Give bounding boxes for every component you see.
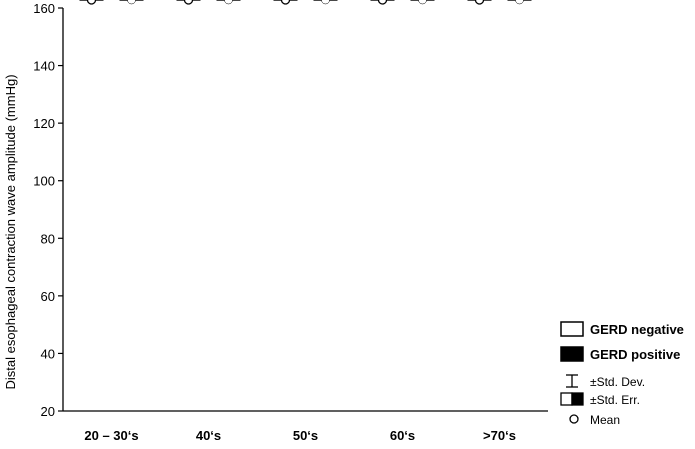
y-tick-label: 20 bbox=[41, 404, 55, 419]
legend-label-std-dev: ±Std. Dev. bbox=[590, 375, 645, 389]
category-label: 40‘s bbox=[196, 428, 221, 443]
box-gerd-positive bbox=[216, 0, 241, 5]
category-label: 50‘s bbox=[293, 428, 318, 443]
y-tick-label: 40 bbox=[41, 346, 55, 361]
box-gerd-positive bbox=[507, 0, 532, 5]
mean-marker bbox=[86, 0, 97, 5]
legend-swatch-std-dev bbox=[566, 374, 578, 388]
y-tick-label: 100 bbox=[33, 174, 55, 189]
legend-swatch-std-err bbox=[560, 392, 584, 406]
legend-swatch-gerd-positive bbox=[560, 346, 584, 362]
axes bbox=[62, 8, 548, 412]
box-gerd-negative bbox=[467, 0, 492, 5]
legend: GERD negative GERD positive ±Std. Dev. ±… bbox=[560, 321, 684, 427]
y-tick-label: 80 bbox=[41, 231, 55, 246]
legend-label-gerd-negative: GERD negative bbox=[590, 322, 684, 337]
box-plot-marks bbox=[79, 0, 532, 5]
category-label: >70‘s bbox=[483, 428, 516, 443]
mean-marker bbox=[377, 0, 388, 5]
box-gerd-positive bbox=[119, 0, 144, 5]
box-gerd-positive bbox=[313, 0, 338, 5]
y-axis-ticks: 20 40 60 80 100 120 140 160 bbox=[33, 1, 63, 419]
y-tick-label: 120 bbox=[33, 116, 55, 131]
legend-swatch-mean bbox=[569, 414, 579, 424]
category-labels: 20 – 30‘s 40‘s 50‘s 60‘s >70‘s bbox=[84, 428, 516, 443]
legend-swatch-gerd-negative bbox=[560, 321, 584, 337]
mean-marker bbox=[321, 0, 330, 5]
box-gerd-positive bbox=[410, 0, 435, 5]
mean-marker bbox=[280, 0, 291, 5]
mean-marker bbox=[418, 0, 427, 5]
mean-marker bbox=[127, 0, 136, 5]
y-axis-label: Distal esophageal contraction wave ampli… bbox=[3, 74, 18, 389]
mean-marker bbox=[224, 0, 233, 5]
mean-marker bbox=[515, 0, 524, 5]
box-gerd-negative bbox=[370, 0, 395, 5]
legend-label-mean: Mean bbox=[590, 413, 620, 427]
legend-label-std-err: ±Std. Err. bbox=[590, 393, 640, 407]
y-tick-label: 160 bbox=[33, 1, 55, 16]
box-gerd-negative bbox=[79, 0, 104, 5]
box-gerd-negative bbox=[273, 0, 298, 5]
y-tick-label: 140 bbox=[33, 59, 55, 74]
box-gerd-negative bbox=[176, 0, 201, 5]
category-label: 20 – 30‘s bbox=[84, 428, 138, 443]
mean-marker bbox=[474, 0, 485, 5]
category-label: 60‘s bbox=[390, 428, 415, 443]
mean-marker bbox=[183, 0, 194, 5]
legend-label-gerd-positive: GERD positive bbox=[590, 347, 680, 362]
y-tick-label: 60 bbox=[41, 289, 55, 304]
